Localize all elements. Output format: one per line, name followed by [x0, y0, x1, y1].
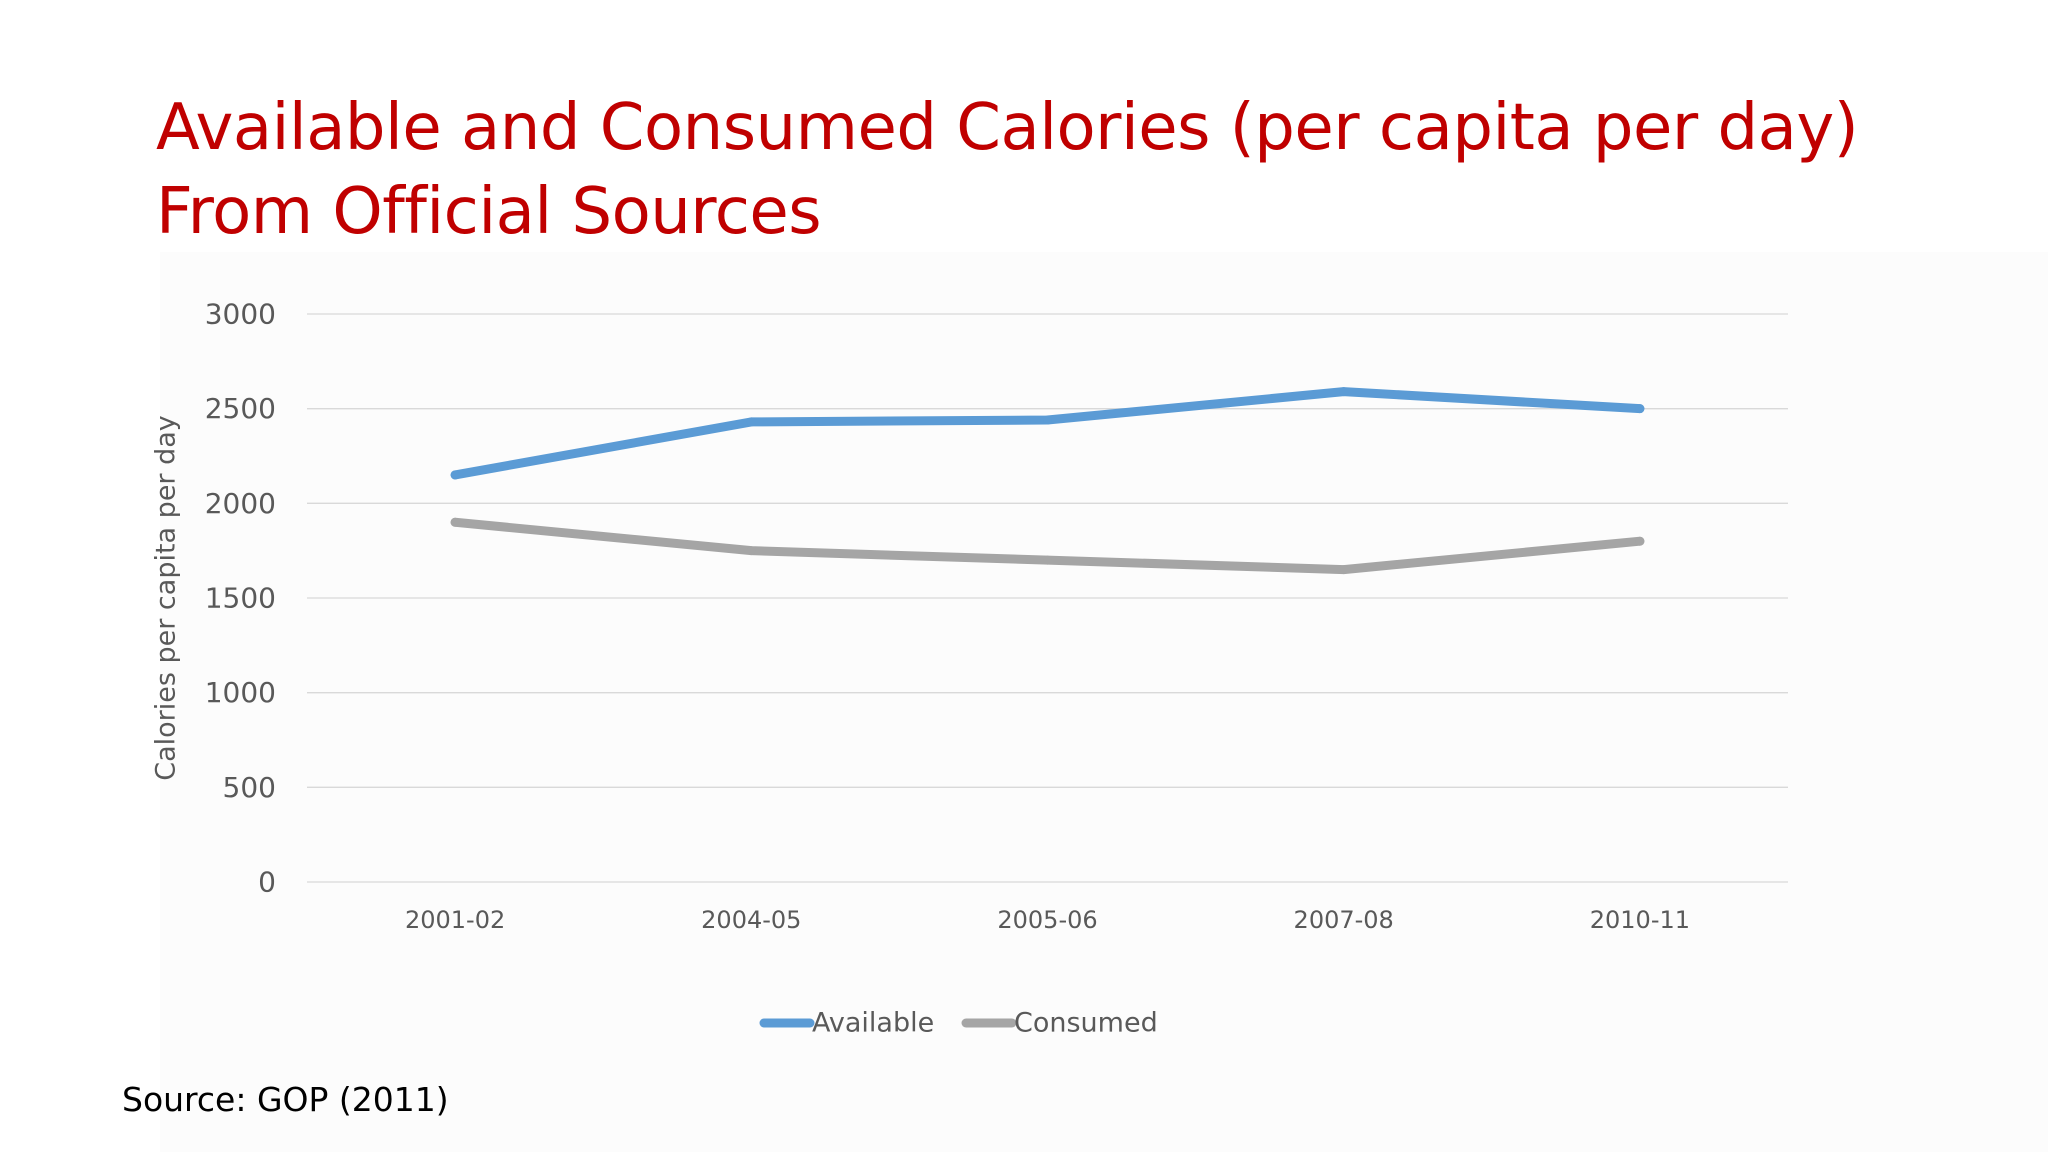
- x-tick-label: 2004-05: [701, 906, 801, 934]
- y-tick-label: 3000: [205, 298, 276, 331]
- slide-title-line-2: From Official Sources: [156, 175, 822, 249]
- y-tick-label: 2500: [205, 392, 276, 425]
- y-tick-label: 1500: [205, 582, 276, 615]
- data-point-consumed: [1043, 555, 1052, 565]
- source-note: Source: GOP (2011): [122, 1080, 449, 1119]
- legend-label-consumed: Consumed: [1014, 1008, 1158, 1039]
- data-point-available: [746, 417, 756, 427]
- y-tick-label: 2000: [205, 487, 276, 520]
- y-tick-label: 0: [258, 866, 276, 899]
- slide-title-line-1: Available and Consumed Calories (per cap…: [156, 91, 1859, 165]
- y-tick-label: 500: [223, 771, 276, 804]
- chart-area: [160, 252, 2048, 1152]
- y-axis-title: Calories per capita per day: [151, 415, 182, 781]
- data-point-consumed: [746, 546, 756, 556]
- data-point-consumed: [1339, 565, 1349, 575]
- series-line-available: [450, 387, 1645, 480]
- legend-label-available: Available: [812, 1008, 934, 1039]
- x-tick-label: 2007-08: [1294, 906, 1394, 934]
- x-tick-label: 2001-02: [405, 906, 505, 934]
- data-point-available: [450, 470, 460, 480]
- y-tick-label: 1000: [205, 676, 276, 709]
- data-point-consumed: [450, 517, 460, 527]
- data-point-available: [1043, 415, 1052, 425]
- data-point-available: [1339, 387, 1349, 397]
- x-tick-label: 2010-11: [1590, 906, 1690, 934]
- x-tick-label: 2005-06: [997, 906, 1097, 934]
- data-point-consumed: [1635, 536, 1645, 546]
- slide-title: Available and Consumed Calories (per cap…: [156, 86, 1996, 254]
- data-point-available: [1635, 404, 1645, 414]
